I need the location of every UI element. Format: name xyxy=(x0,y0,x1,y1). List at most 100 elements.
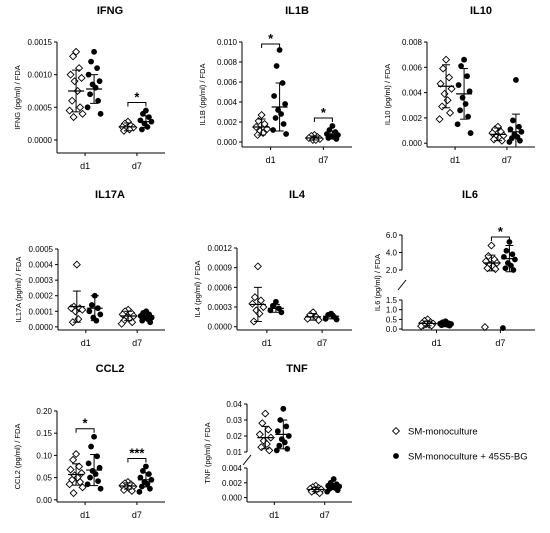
data-point xyxy=(278,309,285,316)
data-point xyxy=(146,471,152,477)
data-point xyxy=(465,113,471,120)
data-point xyxy=(264,425,273,434)
y-tick-label: 1.0 xyxy=(386,306,398,315)
data-point xyxy=(334,487,341,494)
data-point xyxy=(118,310,127,319)
data-point xyxy=(69,455,78,464)
x-tick-label: d7 xyxy=(320,510,330,520)
y-tick-label: 0.0003 xyxy=(29,276,54,285)
significance-bracket: * xyxy=(261,31,281,48)
data-point xyxy=(512,256,518,263)
y-tick-label: 0.004 xyxy=(222,464,243,473)
data-point xyxy=(147,319,154,326)
y-axis-label: IL6 (pg/ml) / FDA xyxy=(373,254,382,311)
data-point xyxy=(503,247,510,254)
data-point xyxy=(86,308,93,315)
data-point xyxy=(445,73,454,82)
panel-il1b: IL1B 0.000 0.002 0.004 0.006 0.008 0.010 IL1B (… xyxy=(198,5,352,165)
data-point xyxy=(513,77,519,83)
significance-bracket: * xyxy=(75,416,95,433)
x-tick-label: d7 xyxy=(317,338,327,348)
data-point xyxy=(502,265,509,272)
panel-title: IL6 xyxy=(462,189,478,201)
data-point xyxy=(253,262,262,271)
x-tick-label: d7 xyxy=(495,338,505,348)
y-axis-label: IL4 (pg/ml) / FDA xyxy=(193,260,202,317)
data-point xyxy=(439,64,448,73)
data-point xyxy=(467,130,474,136)
data-point xyxy=(462,101,469,107)
y-tick-label: 0.0012 xyxy=(208,244,233,253)
legend-label: SM-monoculture xyxy=(408,427,478,438)
x-tick-label: d1 xyxy=(450,155,460,165)
data-point xyxy=(333,316,340,323)
data-point xyxy=(69,489,78,498)
significance-label: * xyxy=(321,105,327,120)
panel-il4: IL4 0.0000 0.0003 0.0006 0.0009 0.0012 IL4 (pg… xyxy=(193,189,352,348)
panel-title: IL1B xyxy=(285,5,309,17)
data-point xyxy=(464,73,470,80)
data-point xyxy=(272,115,279,121)
x-tick-label: d1 xyxy=(432,338,442,348)
data-point xyxy=(283,423,290,430)
legend-label: SM-monoculture + 45S5-BG xyxy=(408,452,528,463)
data-point xyxy=(92,84,99,91)
bracket-line xyxy=(127,102,147,107)
data-point xyxy=(95,97,101,104)
y-tick-label: 0.008 xyxy=(217,58,238,67)
y-tick-label: 0.02 xyxy=(226,432,242,441)
panel-title: IL4 xyxy=(289,189,306,201)
series-bioglass xyxy=(84,48,155,133)
y-tick-label: 0.0002 xyxy=(29,292,54,301)
y-tick-label: 0.002 xyxy=(222,479,243,488)
data-point xyxy=(70,77,79,86)
series-bioglass xyxy=(86,292,155,326)
data-point xyxy=(96,464,103,471)
series-bioglass xyxy=(267,298,340,323)
data-point xyxy=(517,137,523,144)
data-point xyxy=(442,55,451,64)
x-tick-label: d7 xyxy=(318,155,328,165)
y-tick-label: 6.0 xyxy=(386,231,398,240)
data-point xyxy=(69,52,78,61)
significance-label: * xyxy=(83,416,89,431)
data-point xyxy=(455,82,462,88)
data-point xyxy=(487,241,496,250)
data-point xyxy=(91,433,97,440)
data-point xyxy=(255,430,264,439)
y-tick-label: 1.5 xyxy=(386,296,398,305)
axis-break-mark xyxy=(397,279,407,291)
data-point xyxy=(435,115,444,124)
data-point xyxy=(281,439,288,446)
data-point xyxy=(274,428,281,435)
y-tick-label: 0.04 xyxy=(226,400,242,409)
data-point xyxy=(324,488,331,495)
y-tick-label: 0.05 xyxy=(36,474,52,483)
data-point xyxy=(516,123,522,130)
panel-title: TNF xyxy=(286,363,308,375)
y-tick-label: 0.000 xyxy=(217,138,238,147)
y-tick-label: 0.5 xyxy=(386,315,398,324)
y-tick-label: 2.0 xyxy=(386,266,398,275)
y-tick-label: 0.0001 xyxy=(29,307,54,316)
series-monoculture xyxy=(65,450,138,498)
data-point xyxy=(506,139,513,145)
y-tick-label: 0.0003 xyxy=(208,303,233,312)
y-tick-label: 0.0005 xyxy=(29,245,54,254)
data-point xyxy=(91,48,97,55)
data-point xyxy=(276,442,283,449)
data-point xyxy=(68,96,77,105)
panel-title: IL10 xyxy=(470,5,492,17)
data-point xyxy=(75,462,84,471)
series-monoculture xyxy=(65,47,138,135)
x-tick-label: d7 xyxy=(132,161,142,171)
y-tick-label: 0.0 xyxy=(386,325,398,334)
y-tick-label: 0.010 xyxy=(217,38,238,47)
data-point xyxy=(78,483,87,492)
series-monoculture xyxy=(435,55,508,145)
y-axis-label: IFNG (pg/ml) / FDA xyxy=(13,65,22,130)
data-point xyxy=(466,88,473,95)
data-point xyxy=(96,78,103,85)
panel-title: IFNG xyxy=(97,5,123,17)
legend-marker-diamond xyxy=(391,426,401,436)
